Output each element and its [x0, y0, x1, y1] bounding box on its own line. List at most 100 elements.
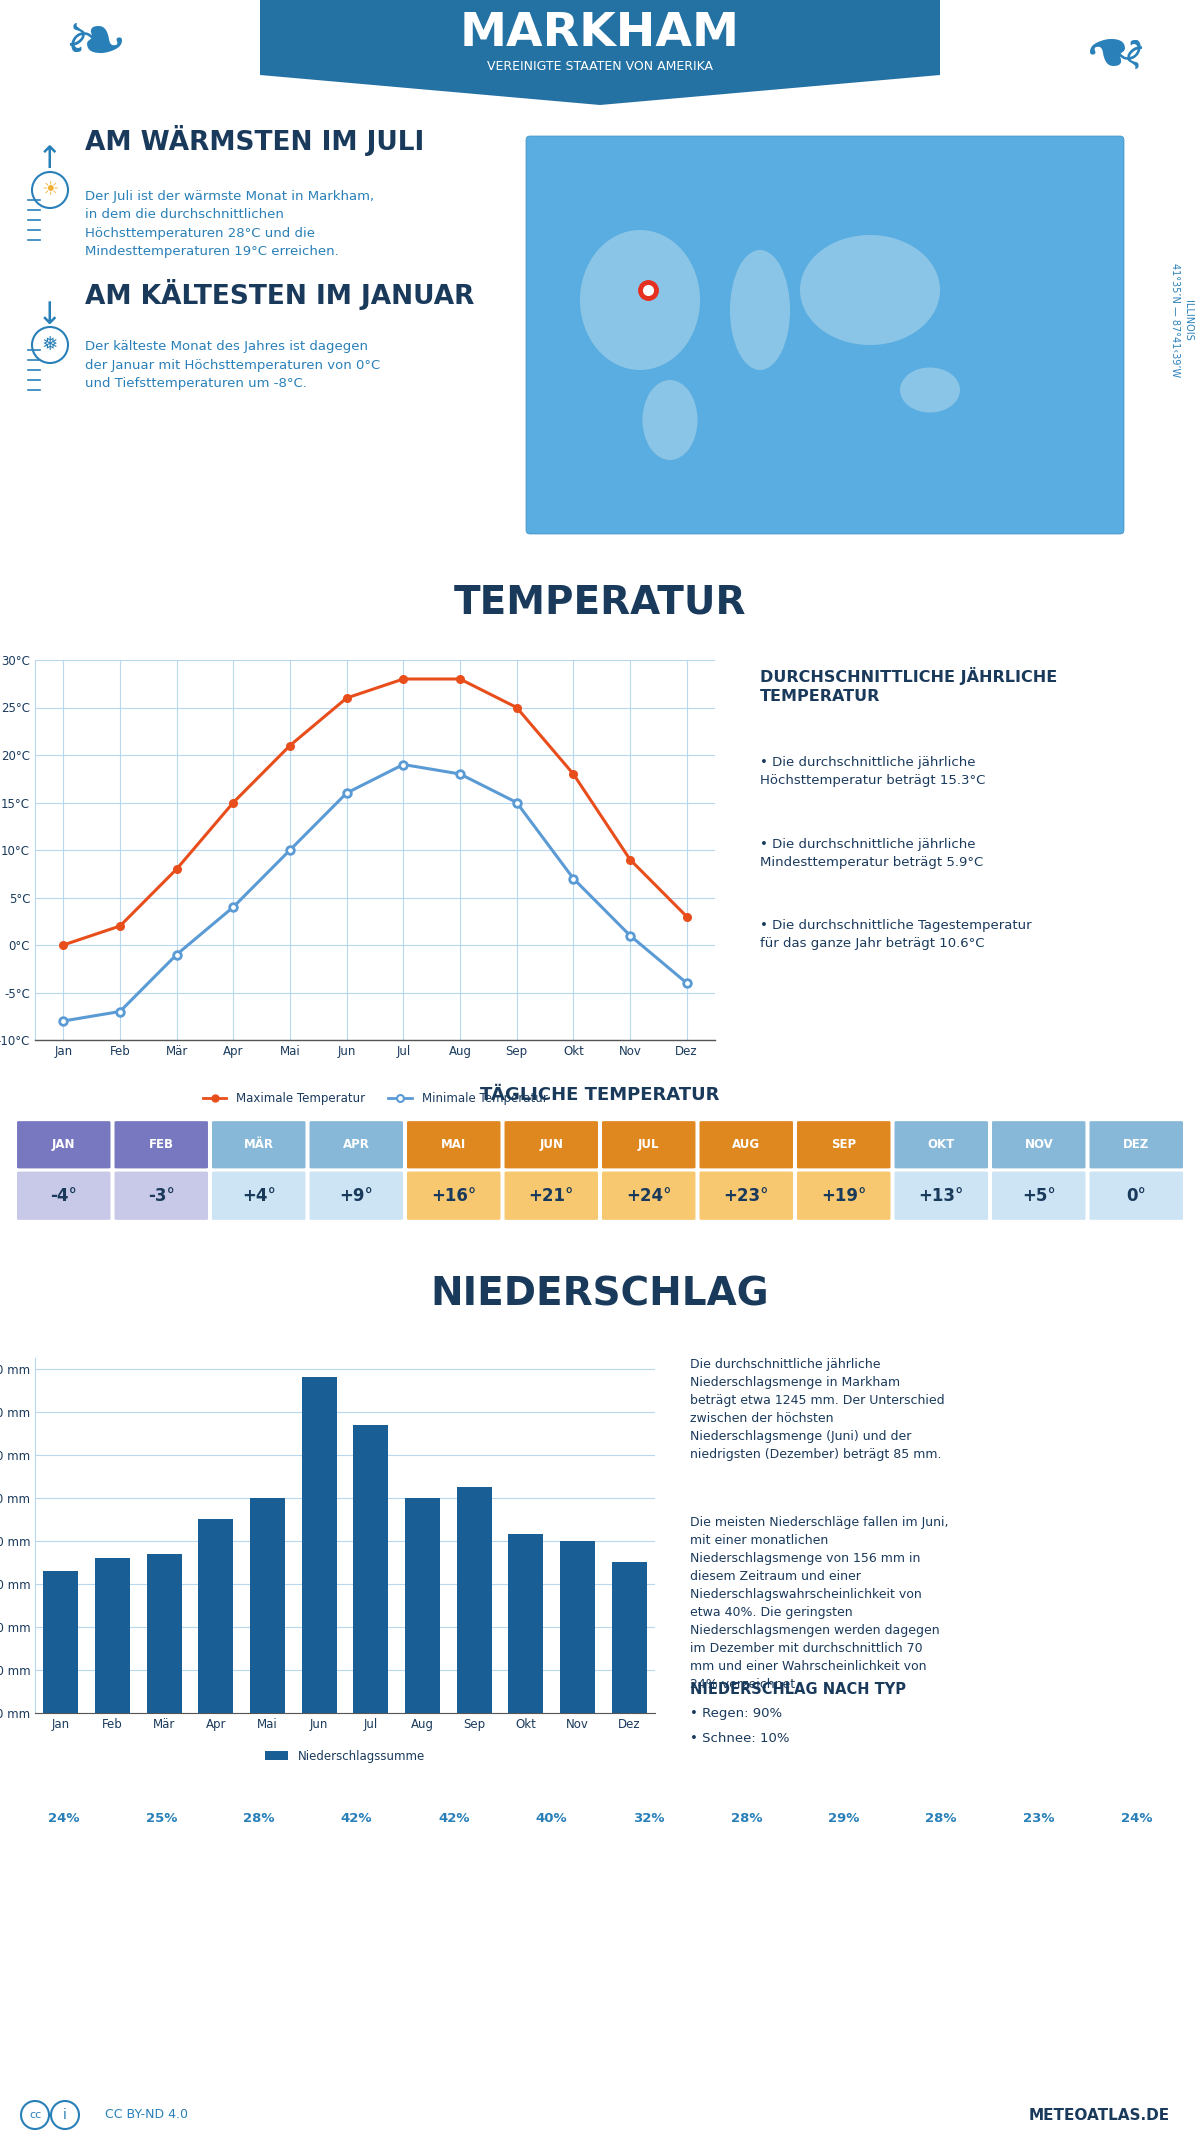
Ellipse shape — [642, 381, 697, 460]
FancyBboxPatch shape — [16, 1171, 112, 1222]
Bar — [43, 1571, 78, 1712]
Text: • Die durchschnittliche Tagestemperatur
für das ganze Jahr beträgt 10.6°C: • Die durchschnittliche Tagestemperatur … — [760, 918, 1032, 950]
Line: Maximale Temperatur: Maximale Temperatur — [60, 676, 690, 948]
Text: +9°: +9° — [340, 1188, 373, 1205]
Minimale Temperatur — [56, 1008, 71, 1034]
Text: MAI: MAI — [442, 1864, 466, 1875]
Maximale Temperatur — [226, 790, 240, 815]
Circle shape — [1000, 1795, 1078, 1840]
Text: ILLINOIS: ILLINOIS — [1183, 300, 1193, 340]
Bar — [457, 1487, 492, 1712]
Text: 29%: 29% — [828, 1813, 859, 1825]
Text: 42%: 42% — [341, 1813, 372, 1825]
Text: NIEDERSCHLAG: NIEDERSCHLAG — [431, 1275, 769, 1314]
Text: NIEDERSCHLAGSWAHRSCHEINLICHKEIT: NIEDERSCHLAGSWAHRSCHEINLICHKEIT — [432, 1755, 768, 1770]
Polygon shape — [260, 0, 940, 105]
Minimale Temperatur — [169, 942, 184, 967]
Text: JAN: JAN — [52, 1138, 76, 1151]
Text: 23%: 23% — [1022, 1813, 1055, 1825]
Text: MARKHAM: MARKHAM — [460, 11, 740, 56]
Circle shape — [122, 1795, 200, 1840]
Circle shape — [610, 1795, 688, 1840]
Circle shape — [20, 1793, 108, 1843]
Circle shape — [215, 1793, 302, 1843]
FancyBboxPatch shape — [1088, 1119, 1184, 1168]
Ellipse shape — [580, 229, 700, 370]
FancyBboxPatch shape — [601, 1119, 696, 1168]
Text: 24%: 24% — [48, 1813, 79, 1825]
Text: ↑: ↑ — [37, 146, 62, 175]
Text: +24°: +24° — [626, 1188, 672, 1205]
FancyBboxPatch shape — [406, 1119, 502, 1168]
Text: AUG: AUG — [732, 1138, 761, 1151]
Bar — [250, 1498, 286, 1712]
Circle shape — [702, 1793, 790, 1843]
Circle shape — [415, 1795, 493, 1840]
Text: Der Juli ist der wärmste Monat in Markham,
in dem die durchschnittlichen
Höchstt: Der Juli ist der wärmste Monat in Markha… — [85, 190, 374, 259]
Circle shape — [220, 1795, 298, 1840]
Maximale Temperatur — [396, 666, 410, 691]
Text: VEREINIGTE STAATEN VON AMERIKA: VEREINIGTE STAATEN VON AMERIKA — [487, 60, 713, 73]
Minimale Temperatur — [340, 781, 354, 807]
Text: METEOATLAS.DE: METEOATLAS.DE — [1028, 2108, 1170, 2123]
Maximale Temperatur — [623, 847, 637, 873]
Text: JUL: JUL — [638, 1864, 659, 1875]
Text: MÄR: MÄR — [245, 1864, 272, 1875]
Circle shape — [898, 1793, 985, 1843]
Line: Minimale Temperatur: Minimale Temperatur — [60, 760, 690, 1025]
FancyBboxPatch shape — [796, 1119, 892, 1168]
FancyBboxPatch shape — [504, 1171, 599, 1222]
Maximale Temperatur — [113, 914, 127, 939]
Minimale Temperatur — [226, 895, 240, 920]
Text: NIEDERSCHLAG NACH TYP: NIEDERSCHLAG NACH TYP — [690, 1682, 906, 1697]
Text: JUN: JUN — [540, 1864, 563, 1875]
Circle shape — [312, 1793, 400, 1843]
Bar — [95, 1558, 130, 1712]
Text: Die durchschnittliche jährliche
Niederschlagsmenge in Markham
beträgt etwa 1245 : Die durchschnittliche jährliche Niedersc… — [690, 1359, 944, 1462]
Circle shape — [25, 1795, 103, 1840]
Text: -4°: -4° — [50, 1188, 77, 1205]
Bar — [560, 1541, 595, 1712]
Text: ❧: ❧ — [1073, 9, 1138, 81]
Text: Die meisten Niederschläge fallen im Juni,
mit einer monatlichen
Niederschlagsmen: Die meisten Niederschläge fallen im Juni… — [690, 1517, 948, 1691]
Text: NOV: NOV — [1025, 1138, 1054, 1151]
Bar — [146, 1554, 181, 1712]
Text: i: i — [64, 2108, 67, 2123]
Minimale Temperatur — [623, 922, 637, 948]
Text: • Die durchschnittliche jährliche
Mindesttemperatur beträgt 5.9°C: • Die durchschnittliche jährliche Mindes… — [760, 837, 983, 869]
Maximale Temperatur — [56, 933, 71, 959]
Circle shape — [317, 1795, 395, 1840]
FancyBboxPatch shape — [504, 1119, 599, 1168]
Text: Der kälteste Monat des Jahres ist dagegen
der Januar mit Höchsttemperaturen von : Der kälteste Monat des Jahres ist dagege… — [85, 340, 380, 389]
Circle shape — [1092, 1793, 1180, 1843]
Text: DEZ: DEZ — [1123, 1864, 1148, 1875]
Ellipse shape — [730, 250, 790, 370]
Text: +13°: +13° — [918, 1188, 964, 1205]
Maximale Temperatur — [566, 762, 581, 788]
Maximale Temperatur — [510, 696, 524, 721]
Text: • Die durchschnittliche jährliche
Höchsttemperatur beträgt 15.3°C: • Die durchschnittliche jährliche Höchst… — [760, 755, 985, 788]
Maximale Temperatur — [679, 903, 694, 929]
Bar — [198, 1519, 234, 1712]
Text: SEP: SEP — [832, 1138, 857, 1151]
Ellipse shape — [900, 368, 960, 413]
Text: APR: APR — [343, 1138, 370, 1151]
Text: APR: APR — [343, 1864, 368, 1875]
Minimale Temperatur — [283, 837, 298, 862]
Text: AM WÄRMSTEN IM JULI: AM WÄRMSTEN IM JULI — [85, 124, 425, 156]
Text: 28%: 28% — [925, 1813, 958, 1825]
FancyBboxPatch shape — [211, 1171, 306, 1222]
Maximale Temperatur — [452, 666, 467, 691]
Circle shape — [707, 1795, 785, 1840]
Text: ☀: ☀ — [41, 180, 59, 199]
Ellipse shape — [800, 235, 940, 345]
Circle shape — [902, 1795, 980, 1840]
Legend: Maximale Temperatur, Minimale Temperatur: Maximale Temperatur, Minimale Temperatur — [198, 1087, 552, 1111]
Text: • Schnee: 10%: • Schnee: 10% — [690, 1733, 790, 1746]
Text: MAI: MAI — [442, 1138, 467, 1151]
Minimale Temperatur — [113, 999, 127, 1025]
Bar — [353, 1425, 389, 1712]
Text: +23°: +23° — [724, 1188, 769, 1205]
Minimale Temperatur — [510, 790, 524, 815]
FancyBboxPatch shape — [894, 1119, 989, 1168]
